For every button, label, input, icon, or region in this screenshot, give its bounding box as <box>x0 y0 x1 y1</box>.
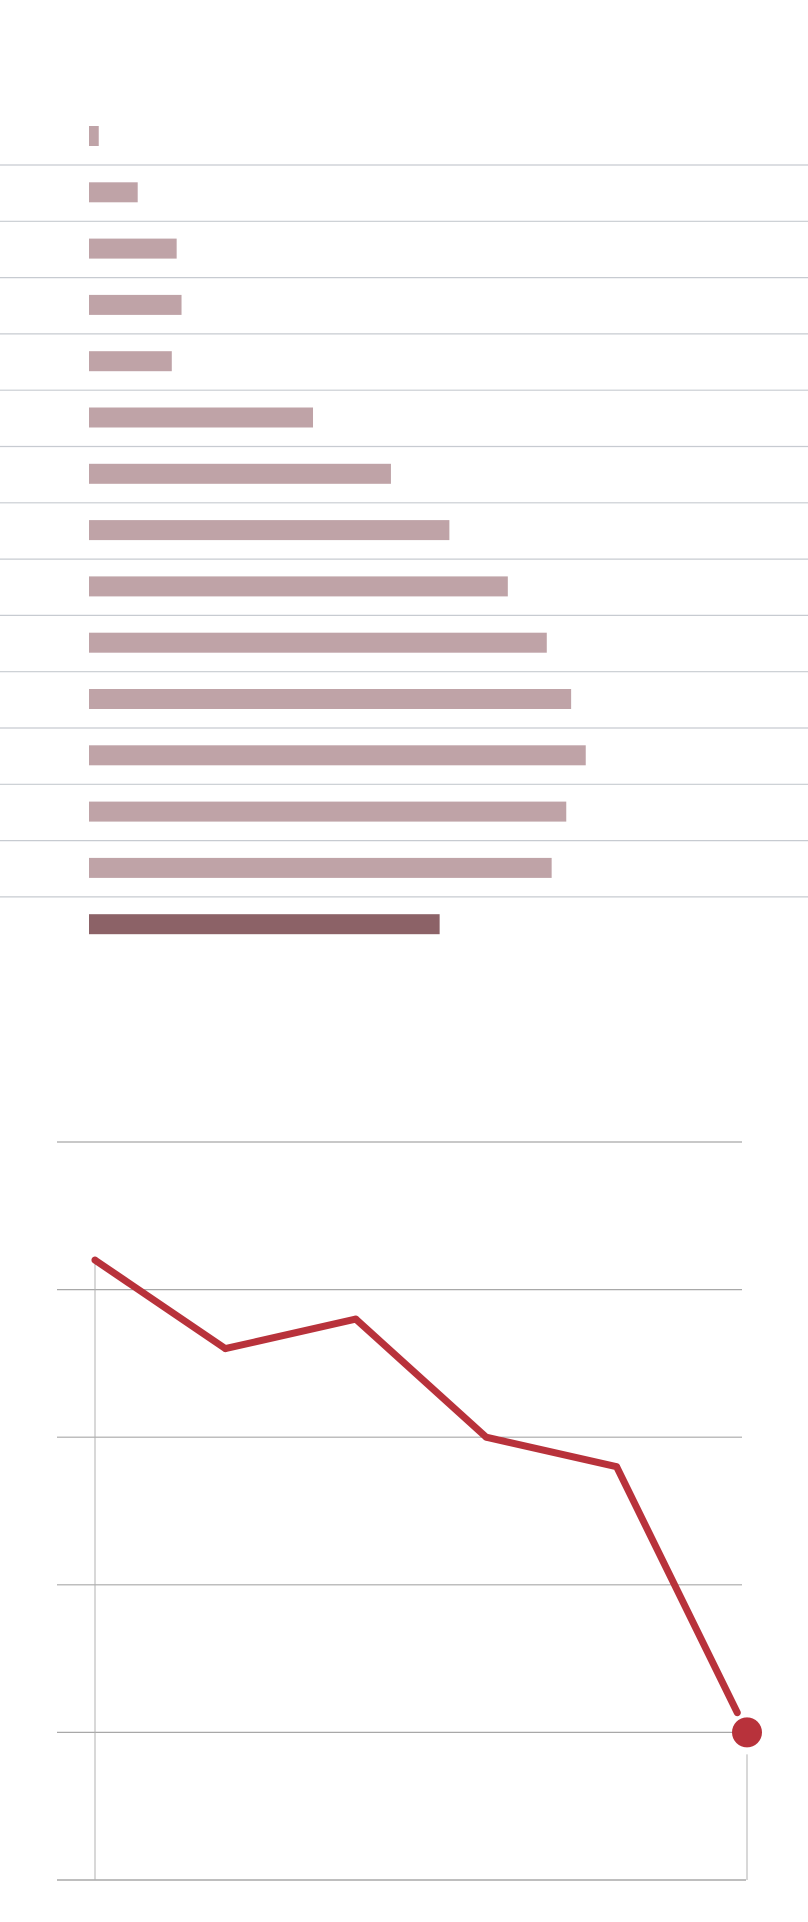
bar <box>89 857 552 878</box>
bar <box>89 520 450 541</box>
bar <box>89 407 314 428</box>
bar-highlight <box>89 914 440 935</box>
line-chart <box>57 1141 762 1881</box>
data-point <box>221 1345 229 1353</box>
bar-chart <box>0 126 808 935</box>
data-point <box>91 1256 99 1264</box>
series-line <box>91 1256 741 1717</box>
end-point-marker <box>732 1717 762 1748</box>
data-point <box>352 1315 360 1323</box>
bar <box>89 689 572 709</box>
bar <box>89 351 172 372</box>
bar <box>89 463 391 484</box>
bar <box>89 632 547 653</box>
bar <box>89 745 586 766</box>
data-point <box>482 1433 490 1441</box>
bar <box>89 294 182 315</box>
bar <box>89 801 567 822</box>
data-point <box>613 1463 621 1471</box>
bar <box>89 576 508 597</box>
bar <box>89 238 177 259</box>
bar <box>89 126 99 146</box>
bar <box>89 182 138 203</box>
